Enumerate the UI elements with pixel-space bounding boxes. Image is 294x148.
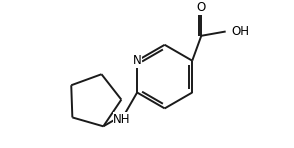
- Text: N: N: [133, 54, 141, 67]
- Text: OH: OH: [232, 25, 250, 38]
- Text: NH: NH: [113, 113, 131, 126]
- Text: O: O: [197, 1, 206, 14]
